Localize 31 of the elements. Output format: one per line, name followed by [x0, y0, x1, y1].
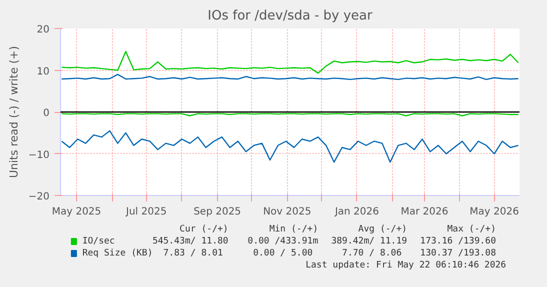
- text: Cur (-/+): [180, 224, 228, 234]
- text: 0.00 /433.91m: [248, 236, 318, 246]
- y-tick-label: −10: [28, 150, 50, 161]
- text: Max (-/+): [447, 224, 496, 234]
- legend-label: IO/sec: [82, 236, 115, 246]
- chart-title: IOs for /dev/sda - by year: [208, 8, 374, 24]
- text: 0.00 / 5.00: [253, 248, 313, 258]
- text: 7.70 / 8.06: [342, 248, 402, 258]
- text: Avg (-/+): [358, 224, 408, 234]
- y-tick-label: 0: [43, 108, 50, 119]
- y-tick-label: 20: [36, 24, 50, 36]
- y-tick-label: 10: [36, 66, 50, 78]
- x-tick-label: Jul 2025: [125, 206, 167, 218]
- text: 130.37 /193.08: [420, 248, 496, 258]
- x-tick-label: Sep 2025: [194, 206, 242, 218]
- line-series: [61, 130, 519, 163]
- legend-label: Req Size (KB): [82, 248, 153, 258]
- text: Last update: Fri May 22 06:10:46 2026: [306, 260, 506, 270]
- x-tick-label: Nov 2025: [263, 206, 312, 218]
- x-tick-label: Mar 2026: [400, 206, 448, 218]
- text: 173.16 /139.60: [420, 236, 496, 246]
- text: 389.42m/ 11.19: [331, 236, 408, 246]
- x-tick-label: Jan 2026: [334, 206, 379, 218]
- text: Min (-/+): [269, 224, 318, 234]
- y-tick-label: −20: [28, 192, 50, 202]
- text: 7.83 / 8.01: [163, 248, 223, 258]
- line-series: [61, 50, 519, 74]
- y-axis-title: Units read (-) / write (+): [7, 46, 20, 178]
- x-tick-label: May 2025: [52, 206, 102, 218]
- text: 545.43m/ 11.80: [152, 236, 228, 246]
- x-tick-label: May 2026: [470, 206, 519, 218]
